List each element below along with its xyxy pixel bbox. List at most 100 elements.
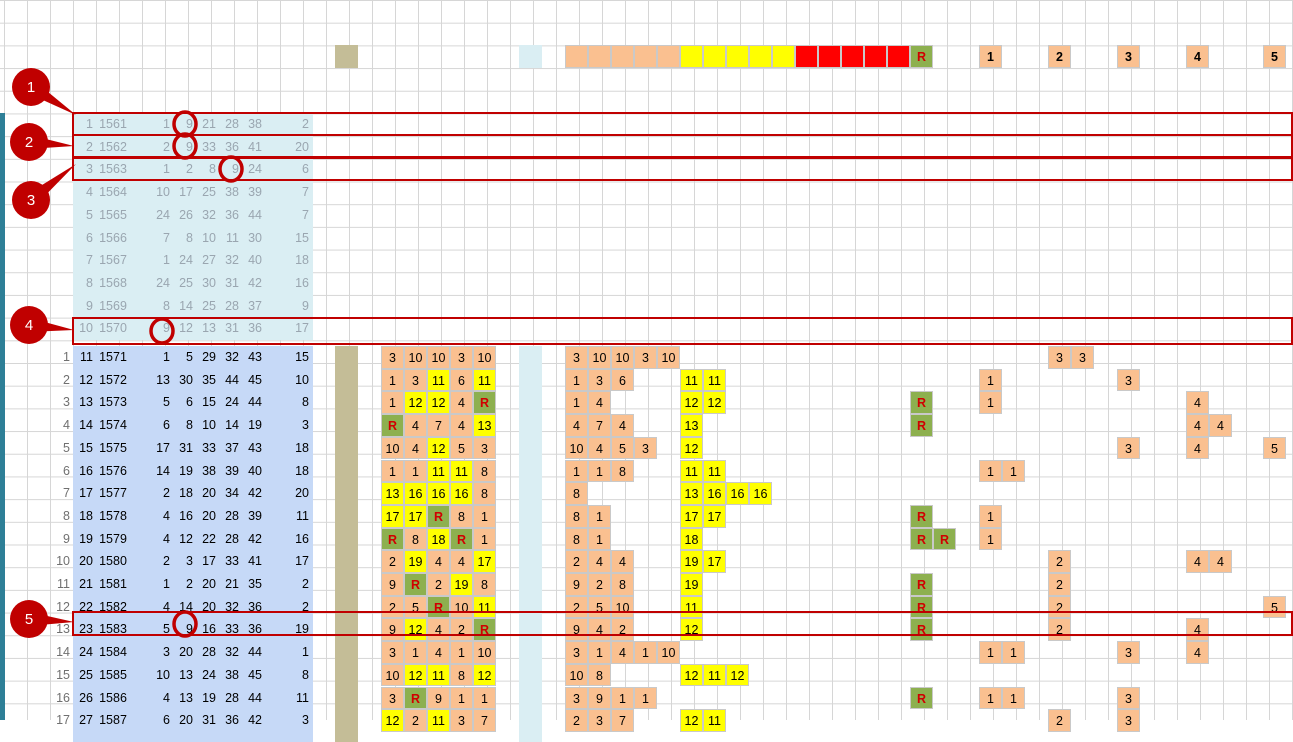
data-number[interactable]: 20 bbox=[202, 599, 216, 614]
g2-cell[interactable]: 10 bbox=[611, 346, 634, 369]
history-bonus[interactable]: 16 bbox=[295, 275, 309, 290]
data-number[interactable]: 14 bbox=[225, 418, 239, 433]
g3-cell[interactable]: 11 bbox=[680, 459, 703, 483]
data-index[interactable]: 26 bbox=[79, 690, 93, 705]
history-number[interactable]: 30 bbox=[202, 275, 216, 290]
data-number[interactable]: 38 bbox=[225, 667, 239, 682]
history-number[interactable]: 33 bbox=[202, 139, 216, 154]
r-cell[interactable]: R bbox=[910, 573, 933, 596]
data-number[interactable]: 33 bbox=[225, 554, 239, 569]
g1-cell[interactable]: 1 bbox=[473, 527, 496, 551]
data-number[interactable]: 18 bbox=[179, 486, 193, 501]
g3-cell[interactable]: 17 bbox=[680, 504, 703, 528]
header-yellow-cell[interactable] bbox=[772, 45, 795, 68]
data-index[interactable]: 23 bbox=[79, 622, 93, 637]
history-draw[interactable]: 1565 bbox=[99, 207, 127, 222]
history-number[interactable]: 36 bbox=[225, 207, 239, 222]
data-number[interactable]: 20 bbox=[202, 577, 216, 591]
data-number[interactable]: 32 bbox=[225, 645, 239, 660]
count-cell[interactable]: 5 bbox=[1263, 436, 1286, 460]
history-draw[interactable]: 1570 bbox=[99, 321, 127, 336]
g1-cell[interactable]: 3 bbox=[473, 436, 496, 460]
g3-cell[interactable]: 11 bbox=[703, 459, 726, 483]
history-number[interactable]: 42 bbox=[248, 275, 262, 290]
header-yellow-cell[interactable] bbox=[749, 45, 772, 68]
data-number[interactable]: 10 bbox=[156, 667, 170, 682]
history-index[interactable]: 8 bbox=[86, 275, 93, 290]
history-number[interactable]: 36 bbox=[225, 139, 239, 154]
count-cell[interactable]: 4 bbox=[1186, 414, 1209, 437]
g3-cell[interactable]: 12 bbox=[726, 663, 749, 687]
history-index[interactable]: 7 bbox=[86, 253, 93, 268]
data-number[interactable]: 42 bbox=[248, 531, 262, 546]
g2-cell[interactable]: 1 bbox=[588, 459, 611, 483]
g2-cell[interactable]: 10 bbox=[657, 641, 680, 664]
count-cell[interactable]: 4 bbox=[1209, 550, 1232, 573]
g3-cell[interactable]: 17 bbox=[703, 504, 726, 528]
g2-cell[interactable]: 8 bbox=[611, 573, 634, 596]
r-cell[interactable]: R bbox=[910, 414, 933, 437]
data-draw[interactable]: 1583 bbox=[99, 622, 127, 637]
g2-cell[interactable]: 6 bbox=[611, 368, 634, 392]
data-index[interactable]: 15 bbox=[79, 440, 93, 455]
data-draw[interactable]: 1586 bbox=[99, 690, 127, 705]
g2-cell[interactable]: 9 bbox=[588, 686, 611, 710]
g1-cell[interactable]: R bbox=[381, 414, 404, 437]
g3-cell[interactable]: 12 bbox=[680, 391, 703, 415]
header-count-4[interactable]: 4 bbox=[1186, 45, 1209, 68]
data-number[interactable]: 44 bbox=[248, 395, 262, 410]
row-number[interactable]: 3 bbox=[63, 395, 70, 410]
data-number[interactable]: 17 bbox=[156, 440, 170, 455]
history-number[interactable]: 30 bbox=[248, 230, 262, 245]
history-draw[interactable]: 1564 bbox=[99, 185, 127, 200]
history-draw[interactable]: 1569 bbox=[99, 298, 127, 313]
g1-cell[interactable]: 5 bbox=[450, 436, 473, 460]
count-cell[interactable]: 3 bbox=[1117, 436, 1140, 460]
g1-cell[interactable]: 9 bbox=[381, 573, 404, 596]
data-number[interactable]: 2 bbox=[163, 554, 170, 569]
history-bonus[interactable]: 9 bbox=[302, 298, 309, 313]
header-red-cell[interactable] bbox=[864, 45, 887, 68]
history-number[interactable]: 38 bbox=[225, 185, 239, 200]
g2-cell[interactable]: 1 bbox=[611, 686, 634, 710]
g1-cell[interactable]: R bbox=[404, 573, 427, 596]
data-number[interactable]: 43 bbox=[248, 350, 262, 364]
data-index[interactable]: 25 bbox=[79, 667, 93, 682]
data-index[interactable]: 14 bbox=[79, 418, 93, 433]
data-draw[interactable]: 1579 bbox=[99, 531, 127, 546]
data-number[interactable]: 5 bbox=[163, 395, 170, 410]
g1-cell[interactable]: 10 bbox=[473, 641, 496, 664]
history-number[interactable]: 2 bbox=[186, 162, 193, 177]
count-cell[interactable]: 3 bbox=[1117, 641, 1140, 664]
count-cell[interactable]: 1 bbox=[979, 686, 1002, 710]
header-red-cell[interactable] bbox=[887, 45, 910, 68]
data-number[interactable]: 35 bbox=[248, 577, 262, 591]
g2-cell[interactable]: 8 bbox=[565, 482, 588, 505]
header-count-5[interactable]: 5 bbox=[1263, 45, 1286, 68]
header-yellow-cell[interactable] bbox=[726, 45, 749, 68]
header-r-cell[interactable]: R bbox=[910, 45, 933, 68]
data-bonus[interactable]: 2 bbox=[302, 577, 309, 591]
g1-cell[interactable]: 16 bbox=[404, 482, 427, 505]
header-yellow-cell[interactable] bbox=[680, 45, 703, 68]
row-number[interactable]: 5 bbox=[63, 440, 70, 455]
data-index[interactable]: 18 bbox=[79, 508, 93, 523]
data-draw[interactable]: 1582 bbox=[99, 599, 127, 614]
data-draw[interactable]: 1571 bbox=[99, 350, 127, 364]
data-number[interactable]: 14 bbox=[179, 599, 193, 614]
data-number[interactable]: 21 bbox=[225, 577, 239, 591]
g1-cell[interactable]: 1 bbox=[404, 459, 427, 483]
data-draw[interactable]: 1576 bbox=[99, 463, 127, 478]
data-index[interactable]: 16 bbox=[79, 463, 93, 478]
data-number[interactable]: 45 bbox=[248, 372, 262, 387]
g2-cell[interactable]: 4 bbox=[588, 436, 611, 460]
data-number[interactable]: 33 bbox=[225, 622, 239, 637]
history-number[interactable]: 11 bbox=[226, 230, 239, 245]
g3-cell[interactable]: 13 bbox=[680, 414, 703, 437]
header-peach-cell[interactable] bbox=[657, 45, 680, 68]
data-number[interactable]: 42 bbox=[248, 486, 262, 501]
history-number[interactable]: 36 bbox=[248, 321, 262, 336]
g1-cell[interactable]: R bbox=[404, 686, 427, 710]
g3-cell[interactable]: 11 bbox=[680, 368, 703, 392]
header-red-cell[interactable] bbox=[818, 45, 841, 68]
